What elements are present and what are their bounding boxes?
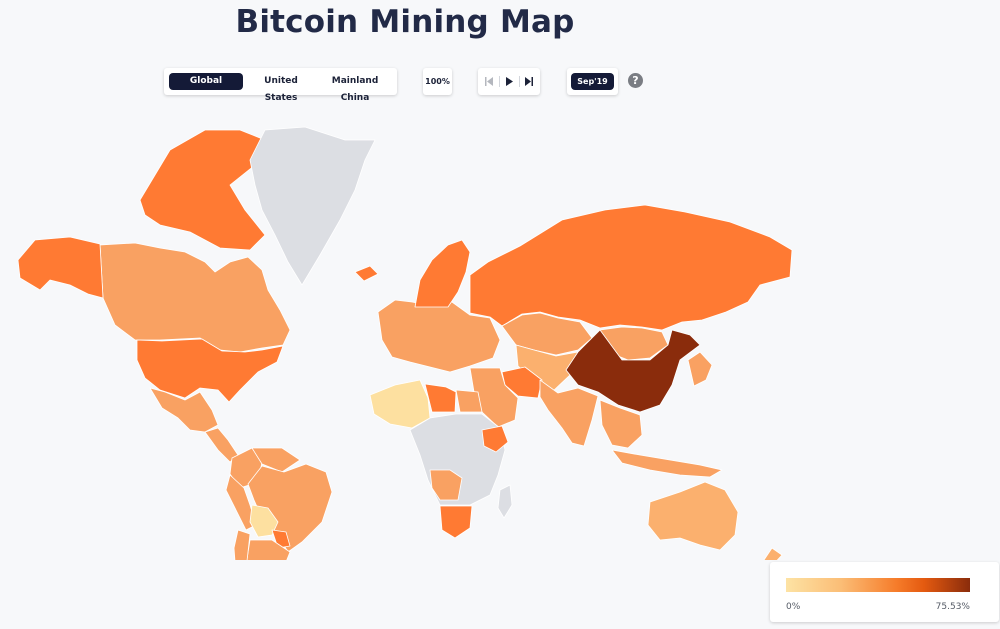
country-united-states[interactable] <box>136 338 284 403</box>
world-map <box>17 126 793 560</box>
country-south-asia[interactable] <box>539 379 599 447</box>
country-new-zealand[interactable] <box>760 547 783 560</box>
country-australia[interactable] <box>647 481 739 551</box>
country-venezuela[interactable] <box>251 447 301 473</box>
country-bolivia[interactable] <box>249 504 279 538</box>
country-argentina[interactable] <box>246 539 291 560</box>
country-chile[interactable] <box>233 529 251 560</box>
country-scandinavia[interactable] <box>414 239 471 308</box>
date-button[interactable]: Sep'19 <box>571 73 614 90</box>
zoom-level: 100% <box>425 77 450 86</box>
country-iceland[interactable] <box>354 265 379 282</box>
country-north-africa-west[interactable] <box>369 379 431 429</box>
divider <box>519 76 520 87</box>
divider <box>499 76 500 87</box>
region-selector: Global United States Mainland China <box>164 68 397 103</box>
skip-forward-button[interactable] <box>519 68 539 95</box>
legend-max-label: 75.53% <box>935 602 970 612</box>
country-brazil[interactable] <box>247 463 333 553</box>
country-mexico[interactable] <box>149 387 219 433</box>
country-libya[interactable] <box>424 383 457 413</box>
country-madagascar[interactable] <box>497 484 513 519</box>
country-russia[interactable] <box>469 204 793 331</box>
legend-min-label: 0% <box>786 602 801 612</box>
country-central-america[interactable] <box>204 427 239 463</box>
country-alaska[interactable] <box>17 236 104 299</box>
tab-united-states[interactable]: United States <box>264 76 298 103</box>
skip-forward-icon <box>525 77 533 86</box>
date-selector: Sep'19 <box>567 68 618 95</box>
country-canada[interactable] <box>99 242 291 353</box>
legend-gradient <box>786 578 970 592</box>
skip-back-icon <box>485 77 493 86</box>
country-japan[interactable] <box>687 351 713 387</box>
country-southeast-asia[interactable] <box>599 399 643 449</box>
page-title: Bitcoin Mining Map <box>235 4 575 40</box>
zoom-control[interactable]: 100% <box>423 68 452 95</box>
skip-back-button[interactable] <box>479 68 499 95</box>
country-egypt[interactable] <box>455 389 483 413</box>
tab-global[interactable]: Global <box>169 73 243 90</box>
country-canadian-arctic-islands[interactable] <box>139 129 266 251</box>
play-button[interactable] <box>499 68 519 95</box>
country-peru[interactable] <box>225 474 257 531</box>
country-indonesia[interactable] <box>611 449 723 478</box>
playback-controls <box>478 68 540 95</box>
play-icon <box>506 77 513 86</box>
help-icon[interactable]: ? <box>628 73 643 88</box>
country-southern-africa[interactable] <box>429 469 463 501</box>
legend: 0% 75.53% <box>770 562 999 622</box>
tab-mainland-china[interactable]: Mainland China <box>331 76 379 103</box>
country-china[interactable] <box>565 329 701 413</box>
country-ethiopia[interactable] <box>481 425 509 453</box>
country-south-africa[interactable] <box>439 505 473 539</box>
country-greenland[interactable] <box>249 126 376 286</box>
